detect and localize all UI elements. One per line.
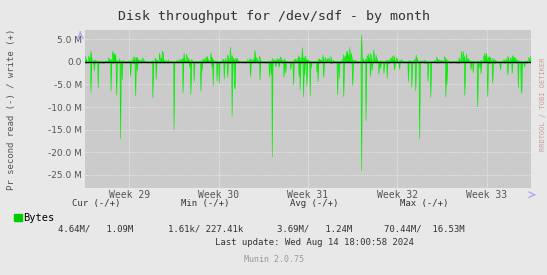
Text: Avg (-/+): Avg (-/+) [290, 199, 339, 208]
Text: 4.64M/   1.09M: 4.64M/ 1.09M [58, 224, 133, 233]
Text: Min (-/+): Min (-/+) [181, 199, 229, 208]
Text: Disk throughput for /dev/sdf - by month: Disk throughput for /dev/sdf - by month [118, 10, 429, 23]
Text: 3.69M/   1.24M: 3.69M/ 1.24M [277, 224, 352, 233]
Text: Pr second read (-) / write (+): Pr second read (-) / write (+) [7, 29, 15, 190]
Text: Munin 2.0.75: Munin 2.0.75 [243, 255, 304, 264]
Text: Cur (-/+): Cur (-/+) [72, 199, 120, 208]
Text: 70.44M/  16.53M: 70.44M/ 16.53M [383, 224, 464, 233]
Text: Max (-/+): Max (-/+) [400, 199, 448, 208]
Text: Bytes: Bytes [23, 213, 55, 222]
Text: RRDTOOL / TOBI OETIKER: RRDTOOL / TOBI OETIKER [540, 58, 546, 151]
Text: Last update: Wed Aug 14 18:00:58 2024: Last update: Wed Aug 14 18:00:58 2024 [215, 238, 414, 247]
Text: 1.61k/ 227.41k: 1.61k/ 227.41k [167, 224, 243, 233]
